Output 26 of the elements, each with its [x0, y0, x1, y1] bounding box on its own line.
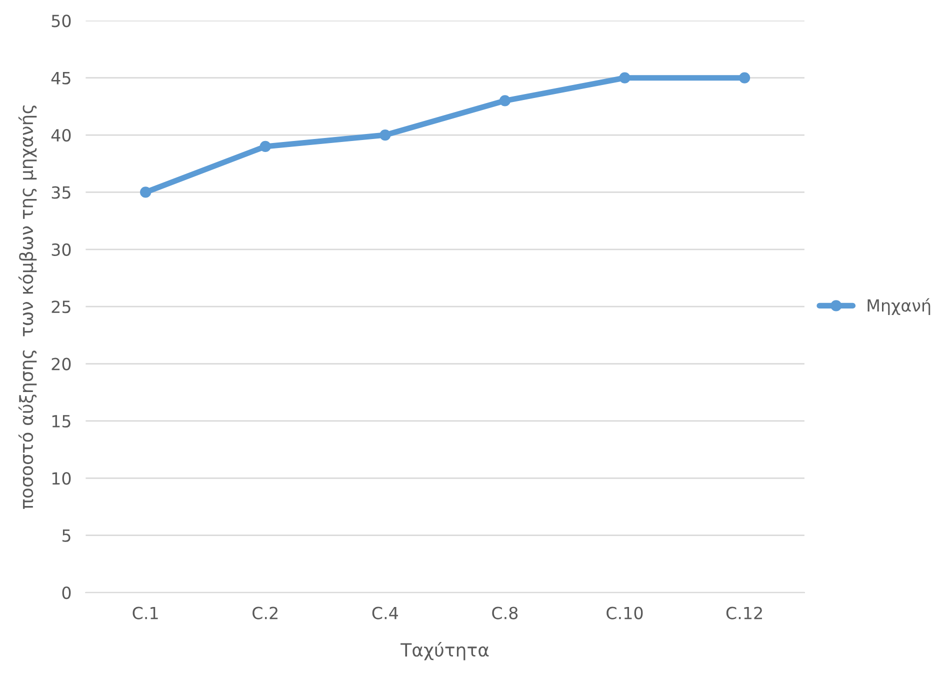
- point: [499, 95, 511, 106]
- point: [738, 72, 750, 84]
- y-tick-label: 25: [52, 300, 70, 314]
- y-tick-label: 30: [52, 243, 71, 256]
- point: [140, 186, 152, 198]
- y-tick-label: 15: [52, 415, 70, 428]
- y-tick-label: 0: [62, 586, 71, 600]
- x-tick-label: C.1: [132, 606, 158, 620]
- point: [260, 140, 271, 152]
- y-tick-label: 40: [51, 129, 71, 142]
- y-axis-title: ποσοστό αύξησης των κόμβων της μηχανής: [18, 105, 37, 509]
- x-tick-label: C.2: [252, 606, 278, 620]
- y-tick-label: 10: [52, 472, 71, 485]
- x-tick-label: C.12: [726, 606, 762, 620]
- y-tick-label: 35: [52, 186, 70, 199]
- x-tick-label: C.4: [372, 606, 398, 620]
- y-tick-label: 45: [51, 72, 70, 84]
- legend-label: Μηχανή: [868, 298, 930, 316]
- x-tick-label: C.8: [492, 606, 518, 620]
- y-tick-label: 50: [52, 14, 71, 28]
- y-tick-label: 20: [52, 358, 71, 370]
- point: [380, 129, 391, 141]
- y-tick-label: 5: [62, 530, 70, 542]
- point: [619, 72, 630, 84]
- x-tick-label: C.10: [606, 606, 643, 620]
- x-axis-title: Ταχύτητα: [400, 642, 489, 660]
